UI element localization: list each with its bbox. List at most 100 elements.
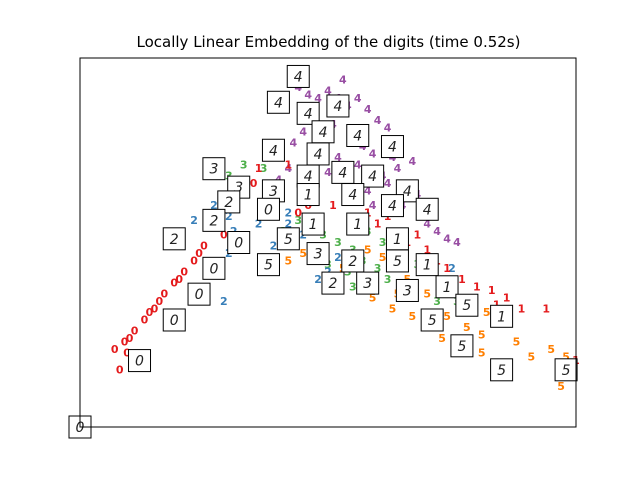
thumbnail-digit: 2 — [348, 254, 357, 270]
data-point-digit-2: 2 — [255, 218, 263, 231]
chart-title: Locally Linear Embedding of the digits (… — [136, 33, 521, 51]
thumbnail-digit: 1 — [393, 232, 402, 248]
thumbnail-frame — [202, 157, 226, 181]
data-point-digit-4: 4 — [443, 232, 451, 245]
digit-thumbnail-0: 0 — [202, 256, 226, 280]
thumbnail-digit: 0 — [170, 313, 179, 329]
digit-thumbnail-4: 4 — [346, 123, 370, 147]
data-point-digit-0: 0 — [220, 229, 228, 242]
digit-thumbnail-4: 4 — [380, 194, 404, 218]
digit-thumbnail-5: 5 — [276, 227, 300, 251]
digit-thumbnail-2: 2 — [162, 227, 186, 251]
data-point-digit-4: 4 — [433, 225, 441, 238]
data-point-digit-5: 5 — [478, 347, 486, 360]
data-point-digit-4: 4 — [384, 122, 392, 135]
data-point-digit-4: 4 — [284, 162, 292, 175]
data-point-digit-5: 5 — [443, 310, 451, 323]
digit-thumbnail-4: 4 — [296, 101, 320, 125]
data-point-digit-2: 2 — [284, 218, 292, 231]
thumbnail-frame — [455, 293, 479, 317]
data-point-digit-1: 1 — [503, 291, 511, 304]
data-point-digit-2: 2 — [314, 273, 322, 286]
thumbnail-frame — [420, 308, 444, 332]
data-point-digit-5: 5 — [423, 288, 431, 301]
digit-thumbnail-4: 4 — [361, 164, 385, 188]
data-point-digit-3: 3 — [349, 280, 357, 293]
thumbnail-frame — [415, 253, 439, 277]
digit-thumbnail-4: 4 — [415, 197, 439, 221]
data-point-digit-5: 5 — [513, 336, 521, 349]
data-point-digit-5: 5 — [438, 332, 446, 345]
thumbnail-frame — [187, 282, 211, 306]
data-point-digit-1: 1 — [443, 262, 451, 275]
thumbnail-digit: 2 — [224, 195, 233, 211]
thumbnail-digit: 1 — [443, 280, 452, 296]
digit-thumbnail-1: 1 — [415, 253, 439, 277]
thumbnail-digit: 1 — [423, 258, 432, 274]
thumbnail-frame — [395, 278, 419, 302]
data-point-digit-5: 5 — [299, 247, 307, 260]
digit-thumbnail-0: 0 — [256, 197, 280, 221]
thumbnail-digit: 0 — [195, 287, 204, 303]
digit-thumbnail-3: 3 — [356, 271, 380, 295]
thumbnail-digit: 2 — [170, 232, 179, 248]
data-point-digit-4: 4 — [369, 199, 377, 212]
digit-thumbnail-2: 2 — [341, 249, 365, 273]
data-point-digit-0: 0 — [126, 332, 134, 345]
thumbnail-digit: 1 — [304, 188, 313, 204]
data-point-digit-4: 4 — [384, 177, 392, 190]
data-point-digit-1: 1 — [458, 273, 466, 286]
thumbnail-digit: 4 — [304, 169, 313, 185]
thumbnail-digit: 4 — [388, 199, 397, 215]
thumbnail-frame — [217, 190, 241, 214]
digit-thumbnail-0: 0 — [227, 231, 251, 254]
digit-thumbnail-4: 4 — [341, 183, 365, 207]
data-point-digit-1: 1 — [518, 302, 526, 315]
data-point-digit-0: 0 — [156, 295, 164, 308]
data-point-digit-0: 0 — [250, 177, 258, 190]
data-point-digit-1: 1 — [423, 243, 431, 256]
data-point-digit-4: 4 — [354, 159, 362, 172]
data-point-digit-3: 3 — [433, 295, 441, 308]
data-point-digit-5: 5 — [463, 321, 471, 334]
data-point-digit-4: 4 — [364, 184, 372, 197]
digit-thumbnail-3: 3 — [395, 278, 419, 302]
thumbnail-frame — [276, 227, 300, 251]
thumbnail-digit: 3 — [314, 247, 323, 263]
digit-thumbnail-2: 2 — [202, 208, 226, 232]
thumbnail-digit: 4 — [319, 125, 328, 141]
data-point-digit-5: 5 — [562, 350, 570, 363]
thumbnail-frame — [490, 358, 514, 382]
digit-thumbnail-4: 4 — [326, 94, 350, 118]
thumbnail-frame — [415, 197, 439, 221]
thumbnail-digit: 4 — [294, 69, 303, 85]
digit-thumbnail-3: 3 — [306, 242, 330, 266]
data-point-digit-2: 2 — [284, 206, 292, 219]
data-point-digit-4: 4 — [289, 136, 297, 149]
thumbnail-frame — [341, 183, 365, 207]
data-point-digit-1: 1 — [473, 280, 481, 293]
data-point-digit-2: 2 — [190, 214, 198, 227]
thumbnail-digit: 4 — [314, 147, 323, 163]
digit-thumbnail-5: 5 — [385, 249, 409, 273]
data-point-digit-3: 3 — [374, 262, 382, 275]
data-point-digit-4: 4 — [324, 166, 332, 179]
thumbnail-digit: 4 — [403, 184, 412, 200]
data-point-digit-5: 5 — [284, 254, 292, 267]
thumbnail-frame — [256, 197, 280, 221]
thumbnail-frame — [261, 138, 285, 162]
digit-thumbnail-5: 5 — [455, 293, 479, 317]
thumbnail-frame — [554, 358, 578, 382]
data-point-digit-4: 4 — [354, 92, 362, 105]
data-point-digit-0: 0 — [170, 277, 178, 290]
thumbnail-frame — [227, 231, 251, 254]
thumbnail-frame — [346, 123, 370, 147]
thumbnail-frame — [266, 90, 290, 114]
data-point-digit-1: 1 — [255, 162, 263, 175]
thumbnail-digit: 5 — [428, 313, 437, 329]
data-point-digit-5: 5 — [547, 343, 555, 356]
thumbnail-digit: 0 — [135, 354, 144, 370]
thumbnail-frame — [490, 304, 514, 328]
data-point-digit-4: 4 — [423, 218, 431, 231]
digit-thumbnail-1: 1 — [296, 183, 320, 207]
